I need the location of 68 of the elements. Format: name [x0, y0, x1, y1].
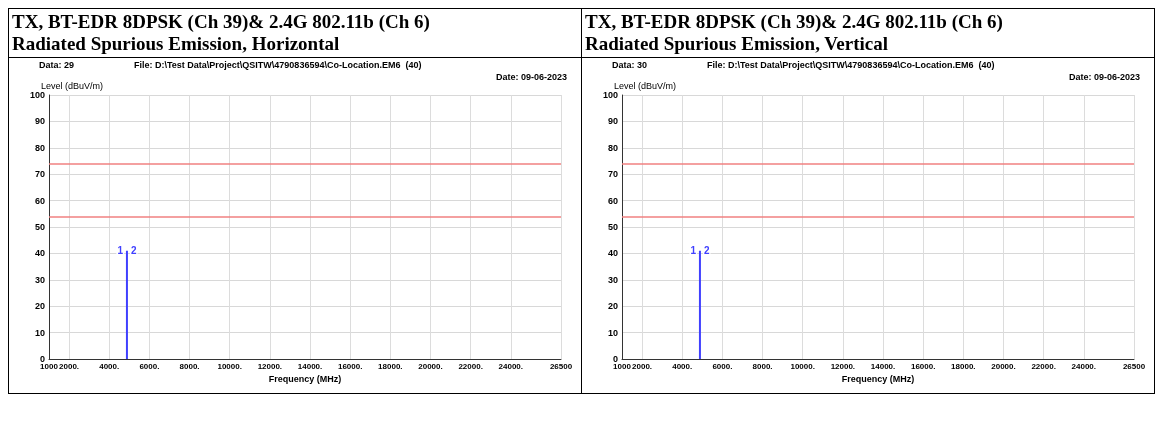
x-tick-label: 2000. [59, 361, 80, 371]
y-tick-label: 80 [607, 142, 618, 153]
y-tick-label: 20 [607, 301, 618, 312]
y-tick-label: 20 [34, 301, 45, 312]
x-tick-label: 1000 [613, 361, 632, 371]
x-tick-label: 22000. [1031, 361, 1056, 371]
x-axis-title: Frequency (MHz) [268, 374, 342, 385]
y-tick-label: 30 [34, 274, 45, 285]
y-tick-label: 10 [34, 327, 45, 338]
annotation: 1 [117, 245, 124, 257]
x-tick-label: 12000. [257, 361, 283, 371]
x-tick-label: 26500 [1122, 361, 1146, 371]
y-axis-title: Level (dBuV/m) [41, 81, 104, 92]
x-tick-label: 14000. [870, 361, 896, 371]
text: File: D:\Test Data\Project\QSITW\4790836594\Co-Location.EM6 (40) [134, 59, 422, 70]
chart-title: TX, BT-EDR 8DPSK (Ch 39)& 2.4G 802.11b (Ch 6) [12, 11, 431, 33]
y-tick-label: 40 [607, 248, 618, 259]
chart-subtitle: Radiated Spurious Emission, Horizontal [12, 33, 341, 55]
x-tick-label: 18000. [378, 361, 403, 371]
x-tick-label: 20000. [991, 361, 1016, 371]
y-tick-label: 60 [607, 195, 618, 206]
y-tick-label: 90 [34, 116, 45, 127]
y-tick-label: 0 [39, 354, 45, 364]
x-tick-label: 22000. [458, 361, 483, 371]
x-tick-label: 8000. [179, 361, 200, 371]
x-tick-label: 16000. [910, 361, 936, 371]
x-tick-label: 26500 [549, 361, 573, 371]
y-tick-label: 50 [607, 222, 618, 232]
annotation: 1 [690, 245, 697, 257]
x-tick-label: 4000. [672, 361, 693, 371]
y-tick-label: 30 [607, 274, 618, 285]
x-tick-label: 14000. [297, 361, 323, 371]
x-tick-label: 4000. [99, 361, 120, 371]
chart-title: TX, BT-EDR 8DPSK (Ch 39)& 2.4G 802.11b (Ch 6) [585, 11, 1004, 33]
y-tick-label: 60 [34, 195, 45, 206]
y-tick-label: 10 [607, 327, 618, 338]
x-tick-label: 24000. [498, 361, 524, 371]
y-tick-label: 70 [34, 169, 45, 180]
x-tick-label: 6000. [139, 361, 160, 371]
x-axis-title: Frequency (MHz) [841, 374, 915, 385]
y-tick-label: 100 [602, 90, 618, 100]
y-tick-label: 40 [34, 248, 45, 259]
x-tick-label: 12000. [830, 361, 856, 371]
x-tick-label: 2000. [632, 361, 653, 371]
x-tick-label: 16000. [337, 361, 363, 371]
y-tick-label: 0 [612, 354, 618, 364]
y-tick-label: 80 [34, 142, 45, 153]
text: Data: 29 [39, 59, 75, 70]
y-axis-title: Level (dBuV/m) [614, 81, 677, 92]
y-tick-label: 90 [607, 116, 618, 127]
x-tick-label: 6000. [712, 361, 733, 371]
x-tick-label: 10000. [217, 361, 242, 371]
y-tick-label: 70 [607, 169, 618, 180]
x-tick-label: 24000. [1071, 361, 1097, 371]
y-tick-label: 100 [29, 90, 45, 100]
x-tick-label: 20000. [418, 361, 443, 371]
annotation: 2 [703, 245, 710, 257]
text: Date: 09-06-2023 [1068, 71, 1140, 82]
text: Data: 30 [612, 59, 648, 70]
text: File: D:\Test Data\Project\QSITW\4790836594\Co-Location.EM6 (40) [707, 59, 995, 70]
x-tick-label: 8000. [752, 361, 773, 371]
text: Date: 09-06-2023 [495, 71, 567, 82]
y-tick-label: 50 [34, 222, 45, 232]
x-tick-label: 10000. [790, 361, 815, 371]
chart-subtitle: Radiated Spurious Emission, Vertical [585, 33, 889, 55]
x-tick-label: 18000. [951, 361, 976, 371]
x-tick-label: 1000 [40, 361, 59, 371]
annotation: 2 [130, 245, 137, 257]
